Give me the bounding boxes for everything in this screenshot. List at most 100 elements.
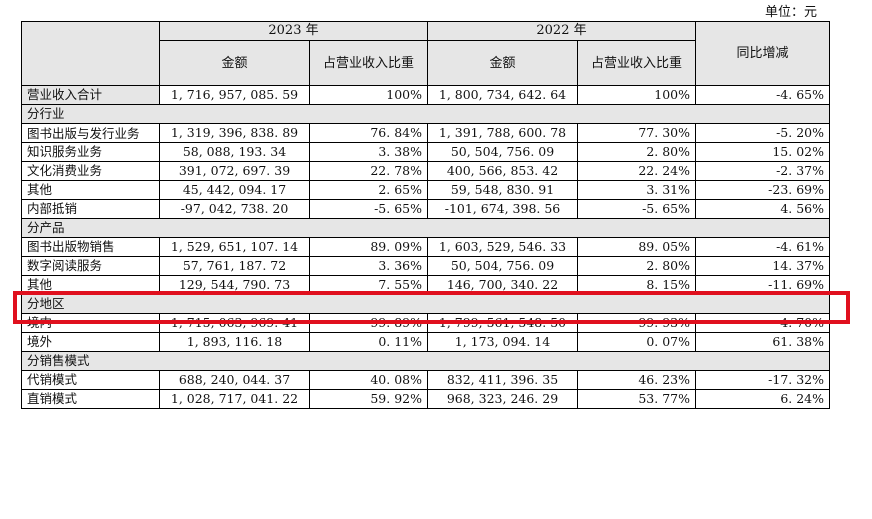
ratio-2023: 22. 78% [309,161,428,181]
yoy-change: 4. 56% [695,199,830,219]
amount-2022: 146, 700, 340. 22 [427,275,578,295]
ratio-2023: 3. 38% [309,142,428,162]
yoy-change: -11. 69% [695,275,830,295]
ratio-2023: 99. 89% [309,313,428,333]
amount-2022: 50, 504, 756. 09 [427,142,578,162]
amount-2023: 1, 529, 651, 107. 14 [159,237,310,257]
table-row: 代销模式 688, 240, 044. 37 40. 08% 832, 411, 39… [21,370,830,390]
amount-2023: 1, 028, 717, 041. 22 [159,389,310,409]
yoy-change: 15. 02% [695,142,830,162]
amount-2022: -101, 674, 398. 56 [427,199,578,219]
amount-2023: 1, 319, 396, 838. 89 [159,123,310,143]
amount-2023: 391, 072, 697. 39 [159,161,310,181]
amount-2022: 968, 323, 246. 29 [427,389,578,409]
amount-2023: 1, 893, 116. 18 [159,332,310,352]
ratio-2022: 77. 30% [577,123,696,143]
amount-2023: 58, 088, 193. 34 [159,142,310,162]
ratio-2023: 0. 11% [309,332,428,352]
row-label: 图书出版物销售 [21,237,160,257]
section-row-product: 分产品 [21,218,830,238]
row-label: 境内 [21,313,160,333]
ratio-2022: 2. 80% [577,256,696,276]
amount-2023: 57, 761, 187. 72 [159,256,310,276]
ratio-2022: -5. 65% [577,199,696,219]
amount-2023: 129, 544, 790. 73 [159,275,310,295]
ratio-2023: 3. 36% [309,256,428,276]
table-row: 数字阅读服务 57, 761, 187. 72 3. 36% 50, 504, 756… [21,256,830,276]
row-label: 图书出版与发行业务 [21,123,160,143]
section-label: 分销售模式 [21,351,830,371]
header-amount-2023: 金额 [159,40,310,86]
table-row: 知识服务业务 58, 088, 193. 34 3. 38% 50, 504, 756… [21,142,830,162]
table-row: 文化消费业务 391, 072, 697. 39 22. 78% 400, 566, … [21,161,830,181]
section-label: 分行业 [21,104,830,124]
amount-2022: 1, 799, 561, 548. 50 [427,313,578,333]
ratio-2022: 89. 05% [577,237,696,257]
amount-2022: 1, 173, 094. 14 [427,332,578,352]
row-label: 内部抵销 [21,199,160,219]
amount-2022: 1, 391, 788, 600. 78 [427,123,578,143]
section-row-sales-mode: 分销售模式 [21,351,830,371]
row-label: 营业收入合计 [21,85,160,105]
table-row: 内部抵销 -97, 042, 738. 20 -5. 65% -101, 674, 3… [21,199,830,219]
ratio-2022: 22. 24% [577,161,696,181]
amount-2022: 400, 566, 853. 42 [427,161,578,181]
yoy-change: -2. 37% [695,161,830,181]
row-label: 其他 [21,275,160,295]
ratio-2023: 7. 55% [309,275,428,295]
row-label: 直销模式 [21,389,160,409]
table-row: 图书出版与发行业务 1, 319, 396, 838. 89 76. 84% 1, 3… [21,123,830,143]
ratio-2022: 2. 80% [577,142,696,162]
row-label: 数字阅读服务 [21,256,160,276]
section-label: 分地区 [21,294,830,314]
section-label: 分产品 [21,218,830,238]
amount-2023: 1, 716, 957, 085. 59 [159,85,310,105]
ratio-2023: 100% [309,85,428,105]
ratio-2022: 0. 07% [577,332,696,352]
header-year-2022: 2022 年 [427,21,696,41]
header-amount-2022: 金额 [427,40,578,86]
ratio-2022: 3. 31% [577,180,696,200]
yoy-change: -23. 69% [695,180,830,200]
ratio-2023: 59. 92% [309,389,428,409]
ratio-2023: -5. 65% [309,199,428,219]
yoy-change: 6. 24% [695,389,830,409]
yoy-change: -5. 20% [695,123,830,143]
amount-2023: 688, 240, 044. 37 [159,370,310,390]
amount-2022: 832, 411, 396. 35 [427,370,578,390]
yoy-change: -4. 61% [695,237,830,257]
ratio-2023: 89. 09% [309,237,428,257]
header-ratio-2023: 占营业收入比重 [309,40,428,86]
amount-2022: 1, 800, 734, 642. 64 [427,85,578,105]
row-label: 其他 [21,180,160,200]
section-row-industry: 分行业 [21,104,830,124]
row-label: 文化消费业务 [21,161,160,181]
yoy-change: -17. 32% [695,370,830,390]
ratio-2023: 76. 84% [309,123,428,143]
ratio-2023: 2. 65% [309,180,428,200]
table-row: 图书出版物销售 1, 529, 651, 107. 14 89. 09% 1, 603… [21,237,830,257]
table-row: 境外 1, 893, 116. 18 0. 11% 1, 173, 094. 14 0.… [21,332,830,352]
ratio-2022: 8. 15% [577,275,696,295]
ratio-2022: 46. 23% [577,370,696,390]
header-year-2023: 2023 年 [159,21,428,41]
ratio-2022: 99. 93% [577,313,696,333]
yoy-change: 61. 38% [695,332,830,352]
header-corner-cell [21,21,160,86]
total-row: 营业收入合计 1, 716, 957, 085. 59 100% 1, 800,… [21,85,830,105]
table-row: 其他 129, 544, 790. 73 7. 55% 146, 700, 340. … [21,275,830,295]
amount-2022: 59, 548, 830. 91 [427,180,578,200]
header-yoy: 同比增减 [695,21,830,86]
amount-2022: 1, 603, 529, 546. 33 [427,237,578,257]
ratio-2022: 53. 77% [577,389,696,409]
row-label: 境外 [21,332,160,352]
yoy-change: -4. 65% [695,85,830,105]
yoy-change: -4. 70% [695,313,830,333]
row-label: 知识服务业务 [21,142,160,162]
row-label: 代销模式 [21,370,160,390]
revenue-table: 2023 年 2022 年 同比增减 金额 占营业收入比重 金额 占营业收入比重… [21,21,830,409]
table-row: 其他 45, 442, 094. 17 2. 65% 59, 548, 830. 91… [21,180,830,200]
table-row: 境内 1, 715, 063, 969. 41 99. 89% 1, 799, 561… [21,313,830,333]
section-row-region: 分地区 [21,294,830,314]
amount-2023: 45, 442, 094. 17 [159,180,310,200]
